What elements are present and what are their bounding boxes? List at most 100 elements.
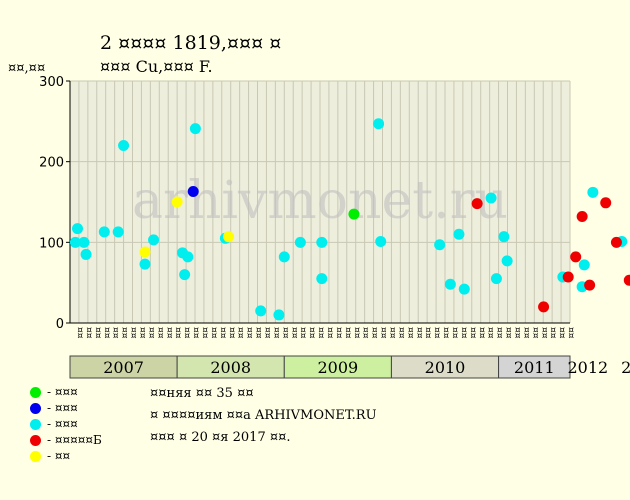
legend-label: - ¤¤¤ <box>47 385 78 399</box>
data-point <box>187 186 199 198</box>
legend-marker <box>30 386 41 398</box>
legend-item: - ¤¤ <box>30 448 102 464</box>
year-label: 2009 <box>317 358 358 377</box>
data-point <box>444 278 456 290</box>
month-label: ¤¤ <box>119 327 129 339</box>
legend-marker <box>30 434 41 446</box>
year-label: 2010 <box>425 358 466 377</box>
year-label: 2011 <box>514 358 555 377</box>
month-label: ¤¤ <box>494 327 504 339</box>
data-point <box>139 246 151 258</box>
data-point <box>578 259 590 271</box>
data-point <box>316 236 328 248</box>
month-label: ¤¤ <box>208 327 218 339</box>
year-label: 2008 <box>210 358 251 377</box>
month-label: ¤¤ <box>476 327 486 339</box>
data-point <box>623 274 630 286</box>
month-label: ¤¤ <box>83 327 93 339</box>
month-label: ¤¤ <box>182 327 192 339</box>
legend-item: - ¤¤¤ <box>30 400 102 416</box>
data-point <box>273 309 285 321</box>
month-label: ¤¤ <box>378 327 388 339</box>
y-tick-label: 200 <box>39 156 64 171</box>
month-label: ¤¤ <box>244 327 254 339</box>
data-point <box>471 198 483 210</box>
month-label: ¤¤ <box>351 327 361 339</box>
month-label: ¤¤ <box>342 327 352 339</box>
month-label: ¤¤ <box>262 327 272 339</box>
data-point <box>610 236 622 248</box>
data-point <box>375 236 387 248</box>
month-label: ¤¤ <box>539 327 549 339</box>
data-point <box>69 236 81 248</box>
year-label: 2007 <box>103 358 144 377</box>
month-label: ¤¤ <box>405 327 415 339</box>
data-point <box>485 192 497 204</box>
month-label: ¤¤ <box>101 327 111 339</box>
month-label: ¤¤ <box>110 327 120 339</box>
data-point <box>171 196 183 208</box>
month-label: ¤¤ <box>485 327 495 339</box>
month-label: ¤¤ <box>280 327 290 339</box>
legend-label: - ¤¤¤¤¤Б <box>47 433 102 447</box>
year-band <box>498 355 571 379</box>
data-point <box>498 231 510 243</box>
data-point <box>562 271 574 283</box>
month-label: ¤¤ <box>226 327 236 339</box>
data-point <box>98 226 110 238</box>
month-label: ¤¤ <box>566 327 576 339</box>
legend-label: - ¤¤ <box>47 449 71 463</box>
note-line-3: ¤¤¤ ¤ 20 ¤я 2017 ¤¤. <box>150 430 291 445</box>
data-point <box>118 140 130 152</box>
data-point <box>570 251 582 263</box>
data-point <box>373 118 385 130</box>
data-point <box>179 269 191 281</box>
data-point <box>148 234 160 246</box>
legend-label: - ¤¤¤ <box>47 417 78 431</box>
legend-item: - ¤¤¤ <box>30 416 102 432</box>
data-point <box>576 211 588 223</box>
legend-marker <box>30 450 41 462</box>
data-point <box>584 279 596 291</box>
month-label: ¤¤ <box>521 327 531 339</box>
month-label: ¤¤ <box>92 327 102 339</box>
y-axis-label: ¤¤,¤¤ <box>8 61 46 76</box>
legend-item: - ¤¤¤¤¤Б <box>30 432 102 448</box>
data-point <box>278 251 290 263</box>
data-point <box>112 226 124 238</box>
month-label: ¤¤ <box>74 327 84 339</box>
month-label: ¤¤ <box>557 327 567 339</box>
month-label: ¤¤ <box>164 327 174 339</box>
month-label: ¤¤ <box>199 327 209 339</box>
data-point <box>501 255 513 267</box>
year-label: 2013 <box>621 358 630 377</box>
legend: - ¤¤¤ - ¤¤¤ - ¤¤¤ - ¤¤¤¤¤Б - ¤¤ <box>30 384 102 464</box>
watermark: arhivmonet.ru <box>132 171 508 231</box>
month-label: ¤¤ <box>432 327 442 339</box>
month-label: ¤¤ <box>414 327 424 339</box>
month-label: ¤¤ <box>467 327 477 339</box>
data-point <box>316 273 328 285</box>
data-point <box>490 273 502 285</box>
month-label: ¤¤ <box>512 327 522 339</box>
month-label: ¤¤ <box>548 327 558 339</box>
note-line-1: ¤¤няя ¤¤ 35 ¤¤ <box>150 386 254 401</box>
data-point <box>139 258 151 270</box>
month-label: ¤¤ <box>387 327 397 339</box>
data-point <box>80 248 92 260</box>
month-label: ¤¤ <box>333 327 343 339</box>
month-label: ¤¤ <box>423 327 433 339</box>
month-label: ¤¤ <box>298 327 308 339</box>
month-label: ¤¤ <box>146 327 156 339</box>
data-point <box>72 223 83 235</box>
legend-marker <box>30 402 41 414</box>
legend-label: - ¤¤¤ <box>47 401 78 415</box>
month-label: ¤¤ <box>360 327 370 339</box>
data-point <box>78 236 90 248</box>
month-label: ¤¤ <box>316 327 326 339</box>
month-label: ¤¤ <box>307 327 317 339</box>
chart-title: 2 ¤¤¤¤ 1819,¤¤¤ ¤ <box>100 32 282 54</box>
y-tick-label: 300 <box>39 75 64 90</box>
month-label: ¤¤ <box>128 327 138 339</box>
month-label: ¤¤ <box>253 327 263 339</box>
